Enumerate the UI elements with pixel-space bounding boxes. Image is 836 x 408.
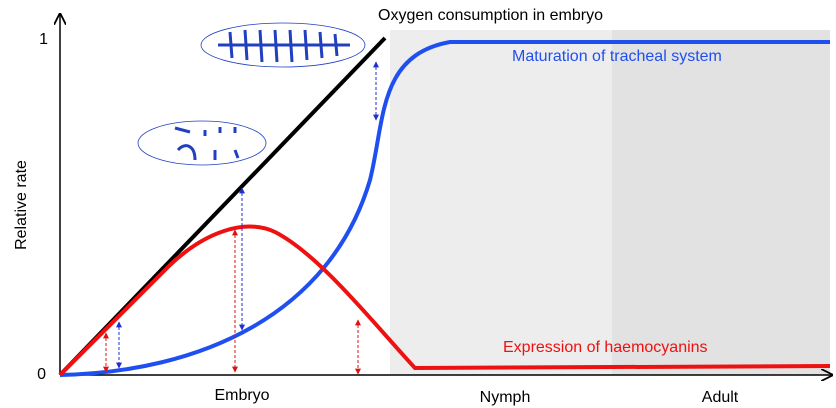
nymph-region [390, 30, 612, 375]
stage-label: Nymph [480, 389, 531, 406]
y-tick-label: 1 [39, 31, 48, 48]
embryo-sketch-late [201, 23, 365, 67]
tracheal-label: Maturation of tracheal system [512, 48, 722, 65]
oxygen-label: Oxygen consumption in embryo [378, 7, 603, 24]
stage-label: Adult [702, 389, 739, 406]
figure: 0 1 Relative rate Embryo Nymph Adult Oxy… [0, 0, 836, 408]
difference-arrows [106, 62, 376, 374]
adult-region [612, 30, 830, 375]
haemocyanin-label: Expression of haemocyanins [503, 339, 708, 356]
y-tick-label: 0 [37, 366, 46, 383]
embryo-sketch-early [138, 121, 266, 165]
stage-label: Embryo [214, 387, 269, 404]
y-axis-label: Relative rate [13, 160, 30, 250]
